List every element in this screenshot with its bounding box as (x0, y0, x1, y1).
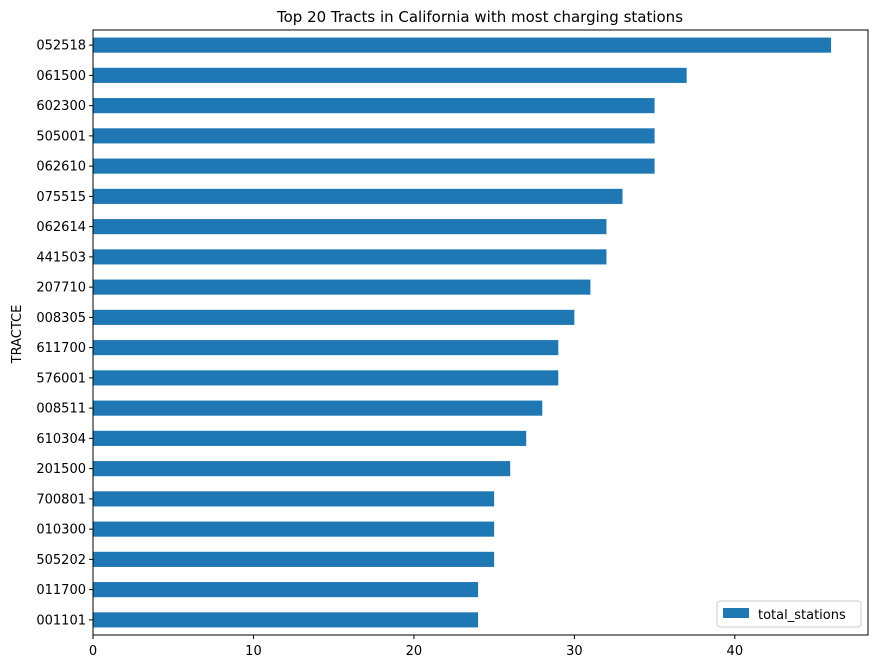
y-tick-label: 602300 (36, 99, 86, 114)
bar-207710 (93, 279, 591, 295)
y-tick-label: 075515 (36, 190, 86, 205)
bar-062614 (93, 219, 607, 235)
bar-075515 (93, 188, 623, 204)
bar-052518 (93, 37, 832, 53)
bar-700801 (93, 491, 495, 507)
y-tick-label: 611700 (36, 341, 86, 356)
y-tick-label: 505202 (36, 553, 86, 568)
y-tick-label: 061500 (36, 69, 86, 84)
y-tick-label: 505001 (36, 129, 86, 144)
bar-010300 (93, 521, 495, 537)
y-tick-label: 576001 (36, 371, 86, 386)
x-axis-ticks: 0 10 20 30 40 (89, 635, 743, 659)
x-tick-label: 10 (245, 644, 262, 659)
x-tick-label: 40 (727, 644, 744, 659)
y-tick-label: 011700 (36, 583, 86, 598)
y-tick-label: 700801 (36, 492, 86, 507)
y-tick-label: 441503 (36, 250, 86, 265)
legend-swatch (723, 608, 749, 618)
y-axis-label: TRACTCE (10, 305, 25, 365)
y-tick-label: 008305 (36, 311, 86, 326)
bar-441503 (93, 249, 607, 265)
y-tick-label: 062614 (36, 220, 86, 235)
bar-001101 (93, 612, 479, 628)
bar-602300 (93, 98, 655, 114)
y-tick-label: 052518 (36, 39, 86, 54)
bars-group (93, 37, 832, 628)
x-tick-label: 30 (566, 644, 583, 659)
y-tick-label: 201500 (36, 462, 86, 477)
bar-008305 (93, 309, 575, 325)
y-tick-label: 207710 (36, 281, 86, 296)
bar-611700 (93, 340, 559, 356)
bar-008511 (93, 400, 543, 416)
bar-610304 (93, 430, 527, 446)
legend-box (716, 600, 862, 628)
y-tick-label: 010300 (36, 523, 86, 538)
bar-505001 (93, 128, 655, 144)
bar-576001 (93, 370, 559, 386)
legend-label: total_stations (758, 608, 846, 623)
chart-title: Top 20 Tracts in California with most ch… (276, 8, 683, 26)
bar-505202 (93, 551, 495, 567)
y-tick-label: 610304 (36, 432, 86, 447)
bar-061500 (93, 67, 687, 83)
plot-frame (92, 29, 869, 636)
y-axis-ticks: 052518 061500 602300 505001 062610 075515 0626… (36, 39, 93, 628)
bar-062610 (93, 158, 655, 174)
y-tick-label: 001101 (36, 613, 86, 628)
x-tick-label: 0 (89, 644, 97, 659)
bar-011700 (93, 582, 479, 598)
y-tick-label: 008511 (36, 402, 86, 417)
legend: total_stations (716, 600, 862, 628)
y-tick-label: 062610 (36, 160, 86, 175)
bar-201500 (93, 461, 511, 477)
x-tick-label: 20 (406, 644, 423, 659)
